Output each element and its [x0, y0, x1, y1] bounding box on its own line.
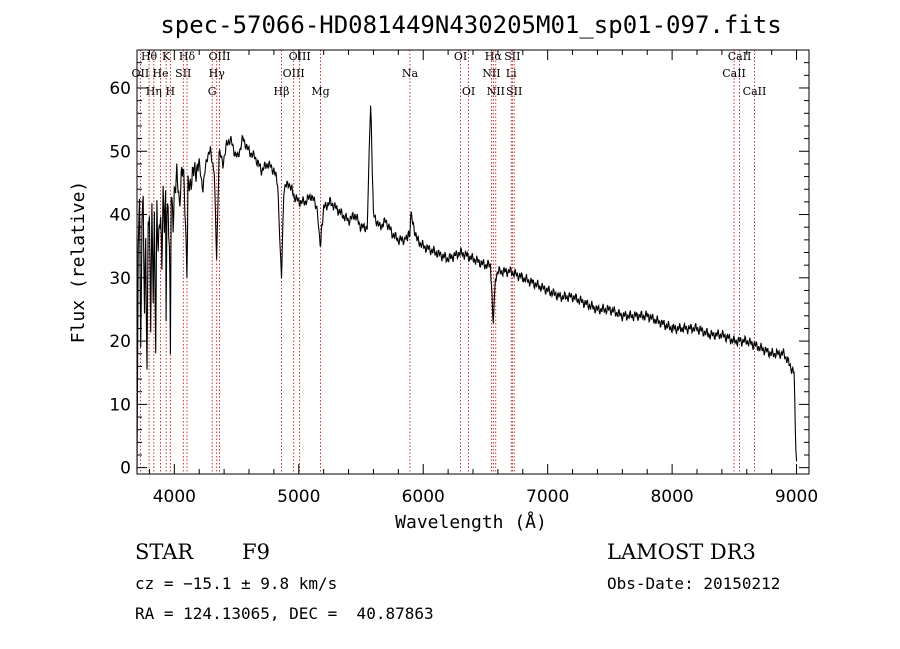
line-label-8: G: [208, 85, 217, 98]
line-label-2: Hη: [146, 85, 162, 98]
line-label-17: OI: [462, 85, 475, 98]
x-axis-ticks: 4000 5000 6000 7000 8000 9000: [148, 50, 818, 507]
line-label-18: NII: [482, 67, 500, 80]
y-tick-label-4: 40: [109, 206, 131, 226]
survey-name: LAMOST DR3: [607, 540, 756, 564]
line-label-26: CaII: [743, 85, 767, 98]
line-label-20: NII: [487, 85, 505, 98]
y-tick-label-3: 30: [109, 269, 131, 289]
x-tick-label-0: 4000: [153, 487, 196, 507]
spectral-subclass: F9: [242, 540, 270, 564]
observation-date: Obs-Date: 20150212: [607, 574, 781, 593]
line-label-21: Li: [506, 67, 517, 80]
line-label-7: Hδ: [179, 50, 196, 63]
line-label-25: CaII: [728, 50, 752, 63]
x-tick-label-3: 7000: [526, 487, 569, 507]
line-label-4: K: [162, 50, 171, 63]
y-tick-label-0: 0: [120, 459, 131, 479]
line-label-23: SII: [506, 85, 522, 98]
line-label-0: Hθ: [141, 50, 158, 63]
line-label-13: OIII: [289, 50, 311, 63]
line-label-24: CaII: [722, 67, 746, 80]
line-label-16: OI: [454, 50, 467, 63]
spectral-line-labels: Hθ OII Hη He K H SII Hδ G Hγ OIII Hβ OIII OIII Mg Na OI O…: [132, 50, 767, 98]
line-label-11: Hβ: [274, 85, 290, 98]
spectral-line-markers: [139, 50, 755, 474]
y-tick-label-1: 10: [109, 395, 131, 415]
x-tick-label-2: 6000: [402, 487, 445, 507]
coordinates: RA = 124.13065, DEC = 40.87863: [135, 604, 434, 623]
spectrum-line: [136, 105, 798, 472]
line-label-5: H: [166, 85, 176, 98]
line-label-10: OIII: [208, 50, 230, 63]
line-label-12: OIII: [283, 67, 305, 80]
x-axis-label: Wavelength (Å): [395, 511, 547, 533]
object-class: STAR: [135, 540, 194, 564]
y-tick-label-6: 60: [109, 79, 131, 99]
line-label-9: Hγ: [209, 67, 226, 80]
y-tick-label-5: 50: [109, 142, 131, 162]
line-label-19: Hα: [485, 50, 503, 63]
x-tick-label-4: 8000: [650, 487, 693, 507]
x-tick-label-5: 9000: [775, 487, 818, 507]
y-axis-ticks: 0 10 20 30 40 50 60: [109, 62, 809, 479]
line-label-3: He: [152, 67, 168, 80]
line-label-1: OII: [132, 67, 150, 80]
x-tick-label-1: 5000: [277, 487, 320, 507]
y-axis-label: Flux (relative): [68, 181, 89, 344]
chart-title: spec-57066-HD081449N430205M01_sp01-097.f…: [160, 11, 781, 39]
redshift-velocity: cz = −15.1 ± 9.8 km/s: [135, 574, 338, 593]
line-label-6: SII: [175, 67, 191, 80]
line-label-22: SII: [504, 50, 520, 63]
line-label-14: Mg: [311, 85, 329, 98]
y-tick-label-2: 20: [109, 332, 131, 352]
line-label-15: Na: [402, 67, 419, 80]
